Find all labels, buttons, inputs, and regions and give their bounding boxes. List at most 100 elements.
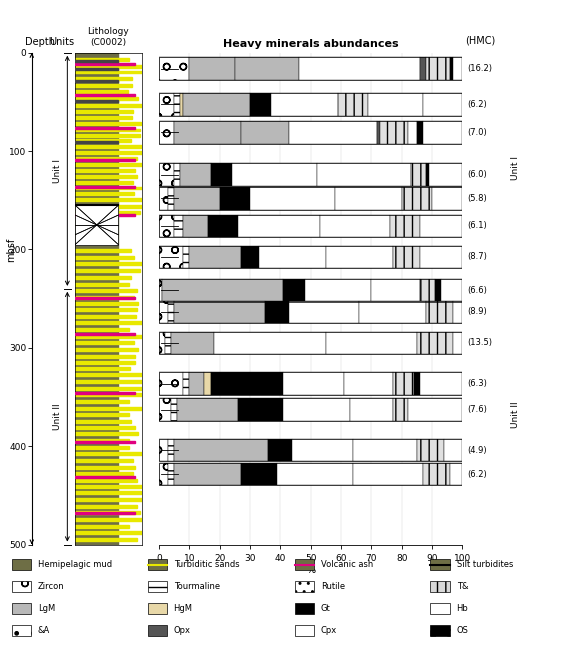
Bar bbox=[75, 392, 118, 394]
Bar bbox=[435, 279, 441, 302]
Bar bbox=[118, 211, 141, 214]
Text: HgM: HgM bbox=[173, 604, 192, 613]
Bar bbox=[12, 559, 31, 570]
Bar bbox=[295, 559, 314, 570]
Bar bbox=[159, 214, 462, 237]
Bar bbox=[290, 121, 377, 144]
Bar bbox=[75, 71, 118, 73]
Bar bbox=[118, 249, 137, 252]
Bar bbox=[118, 139, 147, 143]
Text: Hemipelagic mud: Hemipelagic mud bbox=[38, 560, 112, 570]
Bar bbox=[159, 463, 462, 486]
Bar bbox=[429, 164, 462, 186]
Bar bbox=[118, 393, 134, 396]
Bar bbox=[75, 296, 118, 298]
Bar bbox=[75, 249, 118, 252]
Text: Silt turbidites: Silt turbidites bbox=[457, 560, 513, 570]
Bar bbox=[75, 262, 118, 265]
Bar bbox=[75, 472, 118, 475]
Bar bbox=[344, 372, 392, 395]
Bar bbox=[159, 187, 168, 210]
Bar bbox=[118, 185, 135, 187]
Text: (8.7): (8.7) bbox=[467, 252, 487, 261]
Bar bbox=[75, 505, 118, 508]
Bar bbox=[118, 412, 129, 416]
Bar bbox=[118, 276, 146, 279]
Bar bbox=[118, 135, 132, 137]
Bar bbox=[118, 262, 144, 265]
Bar bbox=[241, 463, 277, 486]
Bar bbox=[180, 164, 210, 186]
Bar bbox=[238, 399, 283, 421]
Bar bbox=[353, 463, 423, 486]
Bar bbox=[75, 333, 118, 335]
Bar bbox=[118, 511, 130, 514]
Bar bbox=[431, 625, 450, 636]
Bar bbox=[118, 94, 135, 96]
Bar bbox=[118, 169, 145, 172]
Bar bbox=[75, 57, 118, 61]
Bar bbox=[326, 331, 417, 354]
Bar bbox=[214, 331, 326, 354]
Text: (7.0): (7.0) bbox=[467, 128, 487, 137]
Bar bbox=[402, 187, 432, 210]
Bar bbox=[174, 93, 180, 115]
Bar bbox=[420, 279, 435, 302]
Bar bbox=[420, 246, 462, 268]
Bar bbox=[431, 603, 450, 614]
Bar bbox=[118, 129, 147, 131]
Bar bbox=[75, 442, 118, 444]
Bar bbox=[75, 486, 118, 488]
Text: &A: &A bbox=[38, 626, 50, 635]
Bar bbox=[75, 211, 118, 214]
Bar bbox=[118, 104, 139, 107]
Bar bbox=[118, 459, 144, 462]
Bar bbox=[295, 581, 314, 592]
Bar bbox=[75, 512, 118, 514]
Bar bbox=[159, 372, 462, 395]
Bar bbox=[283, 399, 350, 421]
Bar bbox=[118, 333, 135, 335]
Bar bbox=[420, 214, 462, 237]
Bar bbox=[118, 328, 131, 331]
Bar bbox=[118, 518, 131, 521]
Bar bbox=[159, 187, 462, 210]
Bar bbox=[305, 279, 372, 302]
Bar bbox=[190, 246, 241, 268]
Bar bbox=[168, 439, 174, 461]
Bar bbox=[159, 93, 462, 115]
Bar bbox=[118, 193, 137, 195]
Bar bbox=[353, 439, 417, 461]
Bar bbox=[277, 463, 353, 486]
Bar bbox=[75, 393, 118, 396]
Bar bbox=[165, 331, 171, 354]
Bar bbox=[159, 121, 174, 144]
Bar bbox=[168, 300, 174, 323]
Bar bbox=[118, 368, 139, 370]
Bar bbox=[441, 279, 462, 302]
Bar bbox=[453, 57, 462, 80]
Bar bbox=[174, 463, 241, 486]
Bar bbox=[423, 463, 450, 486]
Bar bbox=[75, 321, 118, 324]
Bar bbox=[75, 360, 118, 364]
Bar bbox=[171, 399, 177, 421]
Bar bbox=[183, 246, 190, 268]
Bar bbox=[75, 400, 118, 403]
Text: Volcanic ash: Volcanic ash bbox=[321, 560, 373, 570]
Bar bbox=[408, 399, 462, 421]
Bar bbox=[190, 57, 235, 80]
Bar bbox=[75, 169, 118, 172]
Bar bbox=[75, 276, 118, 279]
Bar bbox=[250, 187, 335, 210]
Bar bbox=[420, 372, 462, 395]
Bar bbox=[75, 104, 118, 107]
Text: Gt: Gt bbox=[321, 604, 331, 613]
Bar bbox=[75, 538, 118, 541]
Bar bbox=[168, 463, 174, 486]
Bar bbox=[118, 283, 136, 286]
Bar bbox=[411, 164, 426, 186]
Bar bbox=[290, 300, 360, 323]
Bar bbox=[75, 90, 118, 93]
Text: LgM: LgM bbox=[38, 604, 55, 613]
